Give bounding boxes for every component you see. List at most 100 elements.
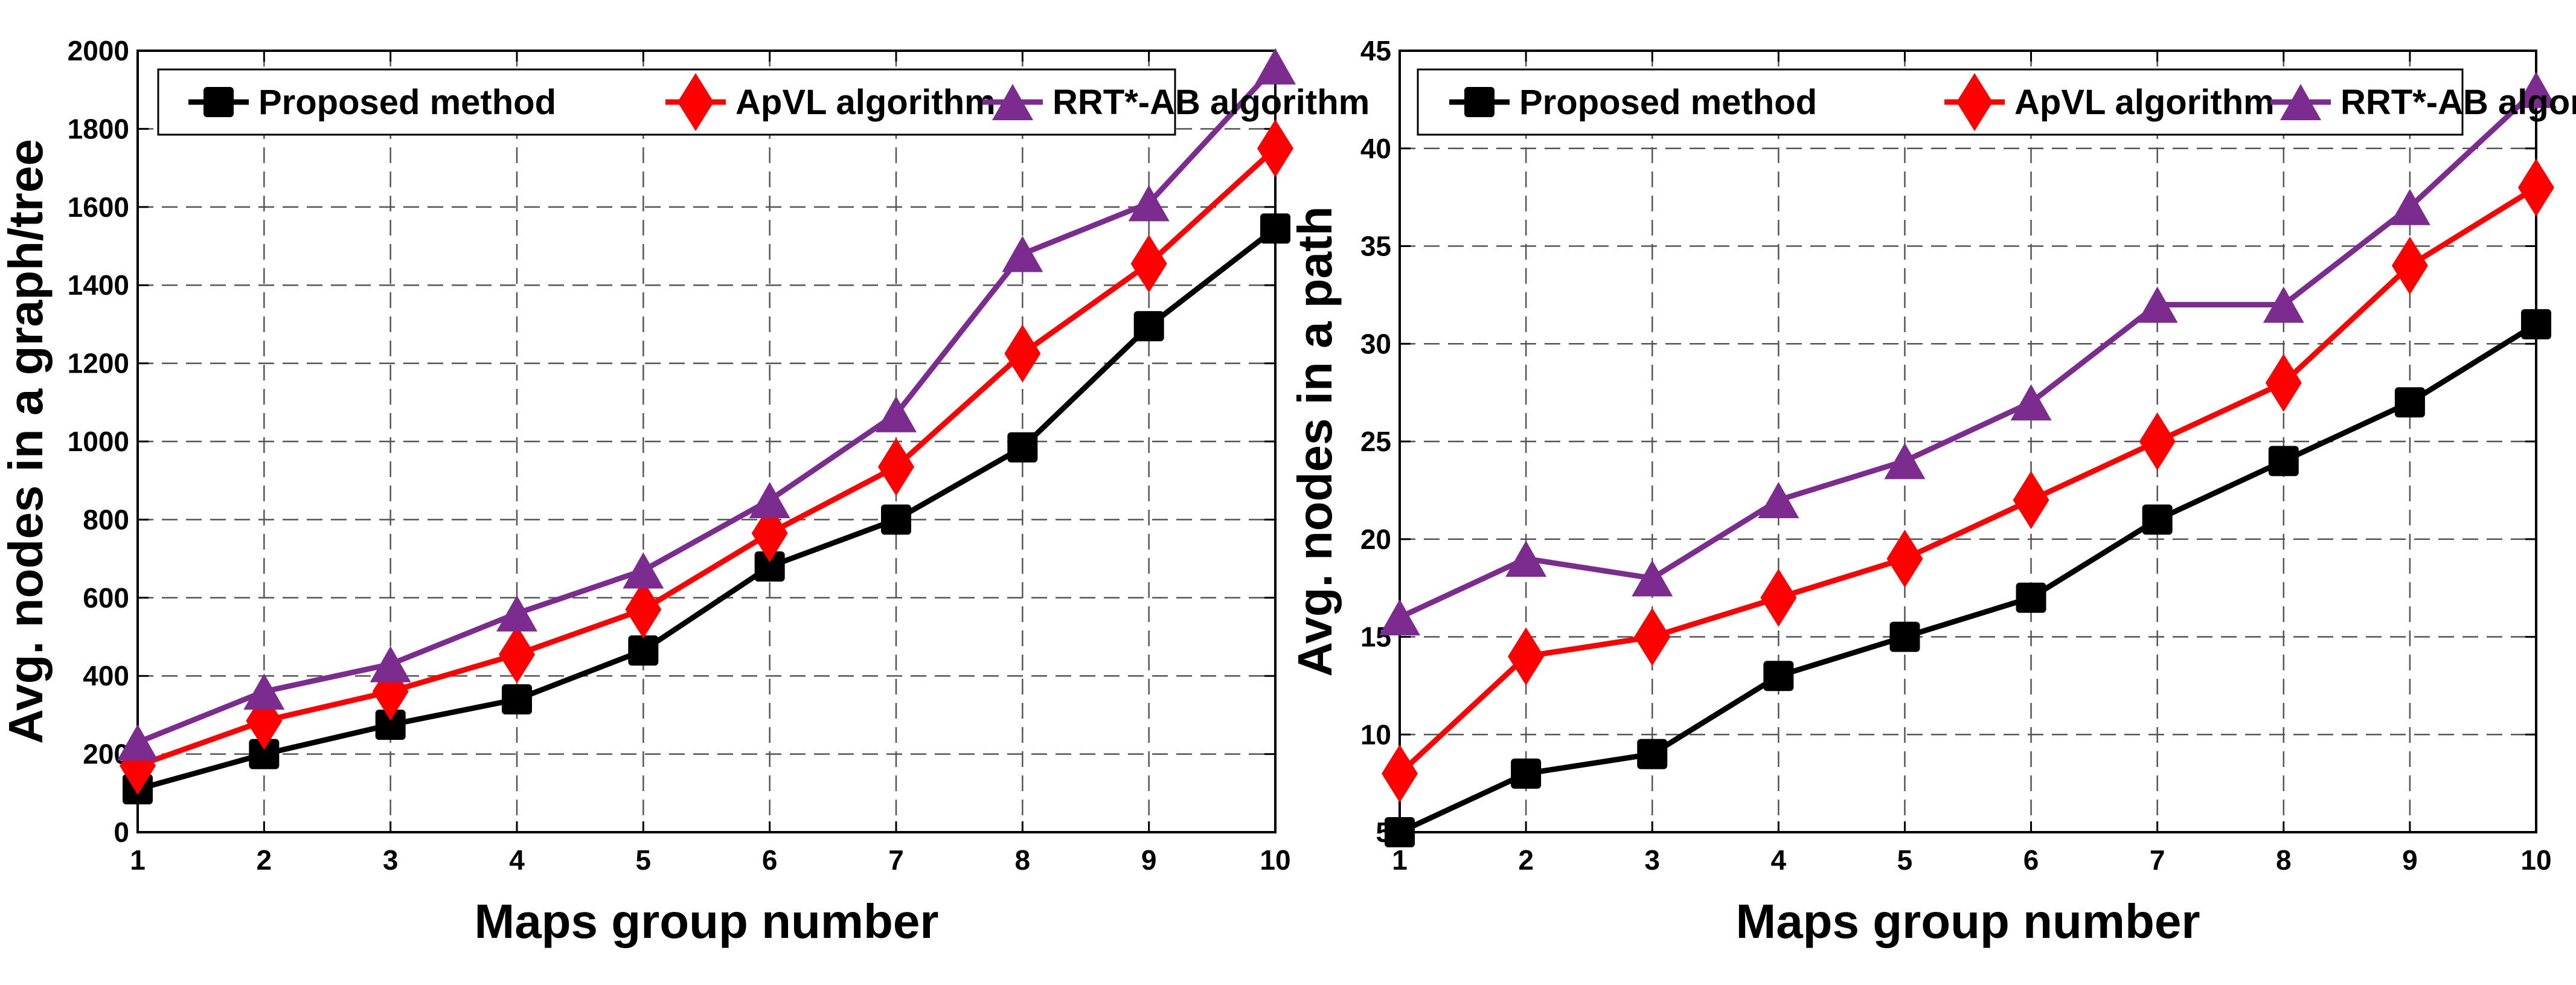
data-point [1637,739,1668,769]
legend-marker [1464,87,1495,117]
data-point [2391,236,2428,295]
y-tick-label: 1000 [68,426,129,457]
x-tick-label: 6 [762,844,778,876]
data-point [1886,530,1923,588]
y-tick-label: 1200 [68,348,129,379]
y-tick-label: 1400 [68,269,129,301]
y-tick-label: 30 [1360,328,1391,359]
series-line [136,64,1278,745]
series-line [1399,88,2539,620]
y-tick-label: 25 [1360,426,1391,457]
data-point [243,673,285,710]
series-rrt-ab-algorithm [117,48,1296,761]
data-point [876,396,917,432]
y-tick-label: 20 [1360,524,1391,555]
x-tick-label: 4 [1771,844,1787,876]
data-point [2268,446,2299,476]
x-tick-label: 5 [636,844,652,876]
data-point [1884,443,1926,480]
legend-marker [203,87,234,117]
data-point [1255,48,1296,85]
y-axis-title: Avg. nodes in a graph/tree [0,139,53,744]
y-tick-label: 600 [83,582,129,614]
data-point [1002,236,1043,272]
x-tick-label: 5 [1897,844,1913,876]
legend-label: ApVL algorithm [735,83,996,122]
data-point [1130,234,1167,293]
x-tick-label: 10 [1260,844,1290,876]
x-axis-title: Maps group number [475,894,939,948]
y-tick-label: 1600 [68,191,129,223]
series-line [136,226,1277,792]
data-point [1758,482,1799,519]
x-tick-label: 8 [2276,844,2292,876]
data-point [749,482,790,519]
series-apvl-algorithm [1382,158,2554,803]
data-point [1260,213,1290,244]
data-point [2136,286,2178,323]
data-point [1760,568,1797,627]
x-tick-label: 1 [1392,844,1408,876]
chart-panel-1: 1 2 3 4 5 6 7 8 9 1002004006008001000120014001600… [0,35,1370,948]
y-tick-label: 10 [1360,719,1391,750]
data-point [117,724,158,761]
x-tick-label: 1 [130,844,146,876]
data-point [2016,582,2046,613]
legend-label: RRT*-AB algorithm [2341,83,2576,122]
data-point [1004,324,1041,383]
data-point [625,580,662,639]
data-point [2521,309,2551,339]
y-tick-label: 400 [83,660,129,691]
data-point [2394,387,2425,418]
y-axis-title: Avg. nodes in a path [1288,206,1342,676]
legend-marker [1956,73,1993,131]
data-point [878,438,914,496]
series-line [136,146,1278,769]
x-tick-label: 3 [1644,844,1660,876]
data-point [2265,353,2302,412]
data-point [1511,758,1542,789]
legend-marker [2280,84,2321,120]
data-point [2263,286,2304,323]
x-tick-label: 8 [1015,844,1031,876]
data-point [1508,627,1545,685]
data-point [1257,119,1293,178]
x-tick-label: 4 [509,844,525,876]
x-tick-label: 2 [257,844,272,876]
data-point [2518,158,2554,217]
data-point [496,595,537,632]
series-line [1397,185,2538,776]
legend-label: Proposed method [258,83,556,122]
y-tick-label: 0 [114,817,129,848]
data-point [499,625,535,684]
x-tick-label: 6 [2023,844,2039,876]
data-point [628,635,659,666]
data-point [881,504,911,535]
series-proposed-method [1385,309,2551,847]
data-point [375,710,406,740]
data-point [2389,188,2430,225]
x-tick-label: 9 [1141,844,1157,876]
y-tick-label: 35 [1360,231,1391,262]
data-point [1382,744,1418,803]
x-tick-label: 2 [1518,844,1534,876]
legend: Proposed method ApVL algorithm RRT*-AB alg… [157,68,1370,136]
data-point [2142,504,2173,535]
legend-marker [678,73,714,131]
data-point [2516,71,2557,108]
data-point [1133,311,1164,342]
x-tick-label: 3 [383,844,399,876]
data-point [249,739,280,769]
data-point [1889,621,1920,652]
data-point [1505,541,1547,577]
y-tick-label: 40 [1360,133,1391,164]
y-tick-label: 800 [83,504,129,535]
legend-marker [992,84,1033,120]
data-point [1385,817,1415,847]
data-point [1632,560,1673,597]
data-point [751,504,788,563]
y-tick-label: 2000 [68,35,129,66]
data-point [623,552,664,589]
